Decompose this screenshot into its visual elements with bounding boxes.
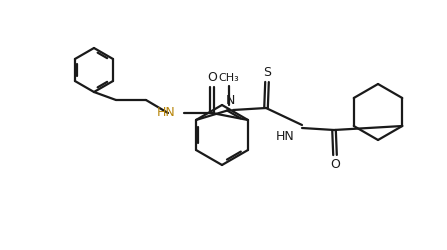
Text: HN: HN bbox=[275, 130, 294, 143]
Text: CH₃: CH₃ bbox=[219, 73, 240, 83]
Text: O: O bbox=[207, 71, 217, 84]
Text: N: N bbox=[225, 94, 235, 107]
Text: O: O bbox=[330, 158, 340, 171]
Text: S: S bbox=[263, 66, 271, 79]
Text: HN: HN bbox=[157, 106, 176, 120]
